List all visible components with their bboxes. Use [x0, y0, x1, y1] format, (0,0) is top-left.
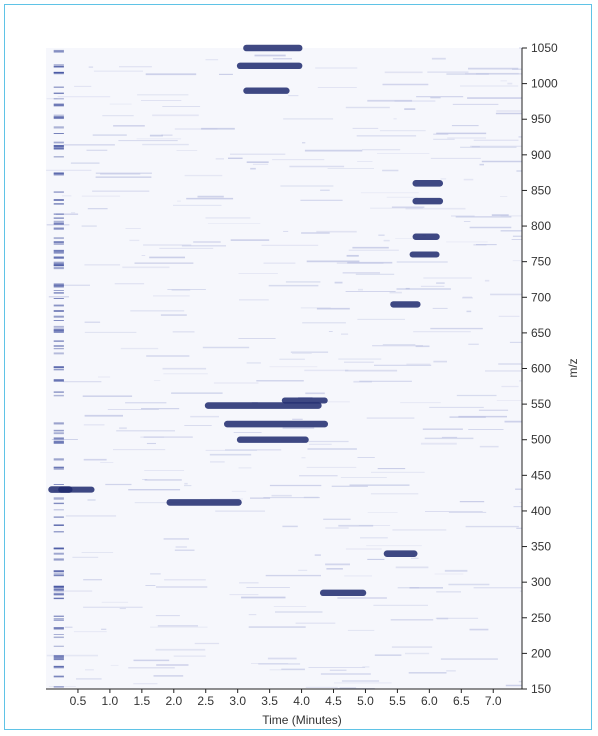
y-tick-label: 900	[531, 148, 551, 162]
y-tick-label: 650	[531, 326, 551, 340]
y-tick-label: 850	[531, 183, 551, 197]
x-tick-label: 1.5	[133, 694, 150, 708]
x-tick-label: 0.5	[70, 694, 87, 708]
x-tick-label: 6.0	[421, 694, 438, 708]
x-tick-label: 3.5	[261, 694, 278, 708]
x-tick-label: 5.5	[389, 694, 406, 708]
y-tick-label: 750	[531, 255, 551, 269]
y-tick-label: 1000	[531, 77, 558, 91]
noise-layer	[46, 47, 522, 690]
x-axis-title: Time (Minutes)	[262, 713, 342, 727]
x-tick-label: 5.0	[357, 694, 374, 708]
y-tick-label: 350	[531, 540, 551, 554]
trace-layer	[44, 44, 524, 684]
x-tick-label: 1.0	[102, 694, 119, 708]
y-tick-label: 400	[531, 504, 551, 518]
y-tick-label: 250	[531, 611, 551, 625]
y-tick-label: 200	[531, 646, 551, 660]
y-tick-label: 450	[531, 468, 551, 482]
x-tick-label: 3.0	[229, 694, 246, 708]
x-axis: 0.5 1.0 1.5 2.0 2.5 3.0 3.5 4.0 4.5 5.0 5.5 6.0 6.5 7…	[46, 688, 522, 708]
x-tick-label: 4.0	[293, 694, 310, 708]
plot-background	[46, 48, 522, 689]
y-axis-title: m/z	[566, 358, 580, 377]
x-tick-label: 4.5	[325, 694, 342, 708]
y-tick-label: 550	[531, 397, 551, 411]
y-tick-label: 500	[531, 433, 551, 447]
x-tick-label: 6.5	[453, 694, 470, 708]
y-tick-label: 1050	[531, 41, 558, 55]
x-tick-label: 2.5	[197, 694, 214, 708]
x-tick-label: 2.0	[165, 694, 182, 708]
y-tick-label: 600	[531, 362, 551, 376]
y-tick-label: 150	[531, 682, 551, 696]
y-tick-label: 300	[531, 575, 551, 589]
y-tick-label: 800	[531, 219, 551, 233]
y-tick-label: 950	[531, 112, 551, 126]
y-axis: 150 200 250 300 350 400 450 500 550 600 650 700 750 8…	[521, 41, 558, 696]
y-tick-label: 700	[531, 290, 551, 304]
x-tick-label: 7.0	[485, 694, 502, 708]
